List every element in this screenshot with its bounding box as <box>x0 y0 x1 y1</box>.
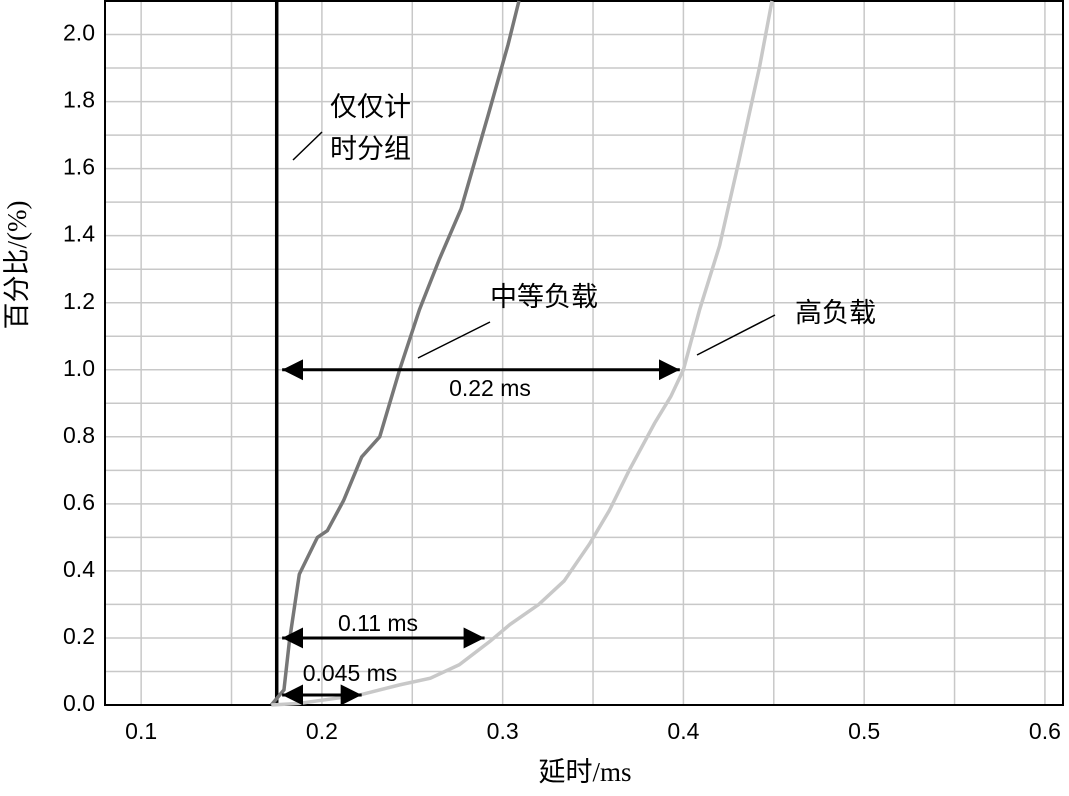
y-tick-label: 0.4 <box>63 556 95 582</box>
x-tick-label: 0.3 <box>487 718 519 744</box>
y-tick-label: 0.2 <box>63 623 95 649</box>
leader-line <box>696 314 776 356</box>
measure-label: 0.11 ms <box>338 610 418 636</box>
curve-label: 高负载 <box>795 298 876 328</box>
curve-label: 中等负载 <box>490 282 598 312</box>
curve-label: 仅仅计 <box>330 92 411 122</box>
y-tick-label: 0.0 <box>63 690 95 716</box>
series-line <box>269 0 521 707</box>
y-tick-label: 1.2 <box>63 288 95 314</box>
curve-label: 时分组 <box>330 134 411 164</box>
x-axis-title: 延时/ms <box>538 757 631 787</box>
y-axis-title: 百分比/(%) <box>2 201 32 330</box>
measure-label: 0.045 ms <box>303 660 398 686</box>
x-tick-label: 0.5 <box>848 718 880 744</box>
y-tick-label: 1.0 <box>63 355 95 381</box>
y-tick-label: 0.8 <box>63 422 95 448</box>
y-tick-label: 1.8 <box>63 87 95 113</box>
plot-frame <box>104 0 1064 706</box>
x-tick-label: 0.2 <box>306 718 338 744</box>
x-tick-label: 0.1 <box>125 718 157 744</box>
y-tick-label: 0.6 <box>63 489 95 515</box>
y-tick-label: 2.0 <box>63 20 95 46</box>
x-tick-label: 0.4 <box>667 718 699 744</box>
leader-line <box>417 321 491 359</box>
leader-line <box>292 131 323 161</box>
y-tick-label: 1.6 <box>63 154 95 180</box>
x-tick-label: 0.6 <box>1029 718 1061 744</box>
measure-label: 0.22 ms <box>449 375 531 401</box>
series-line <box>271 0 774 707</box>
y-tick-label: 1.4 <box>63 221 95 247</box>
